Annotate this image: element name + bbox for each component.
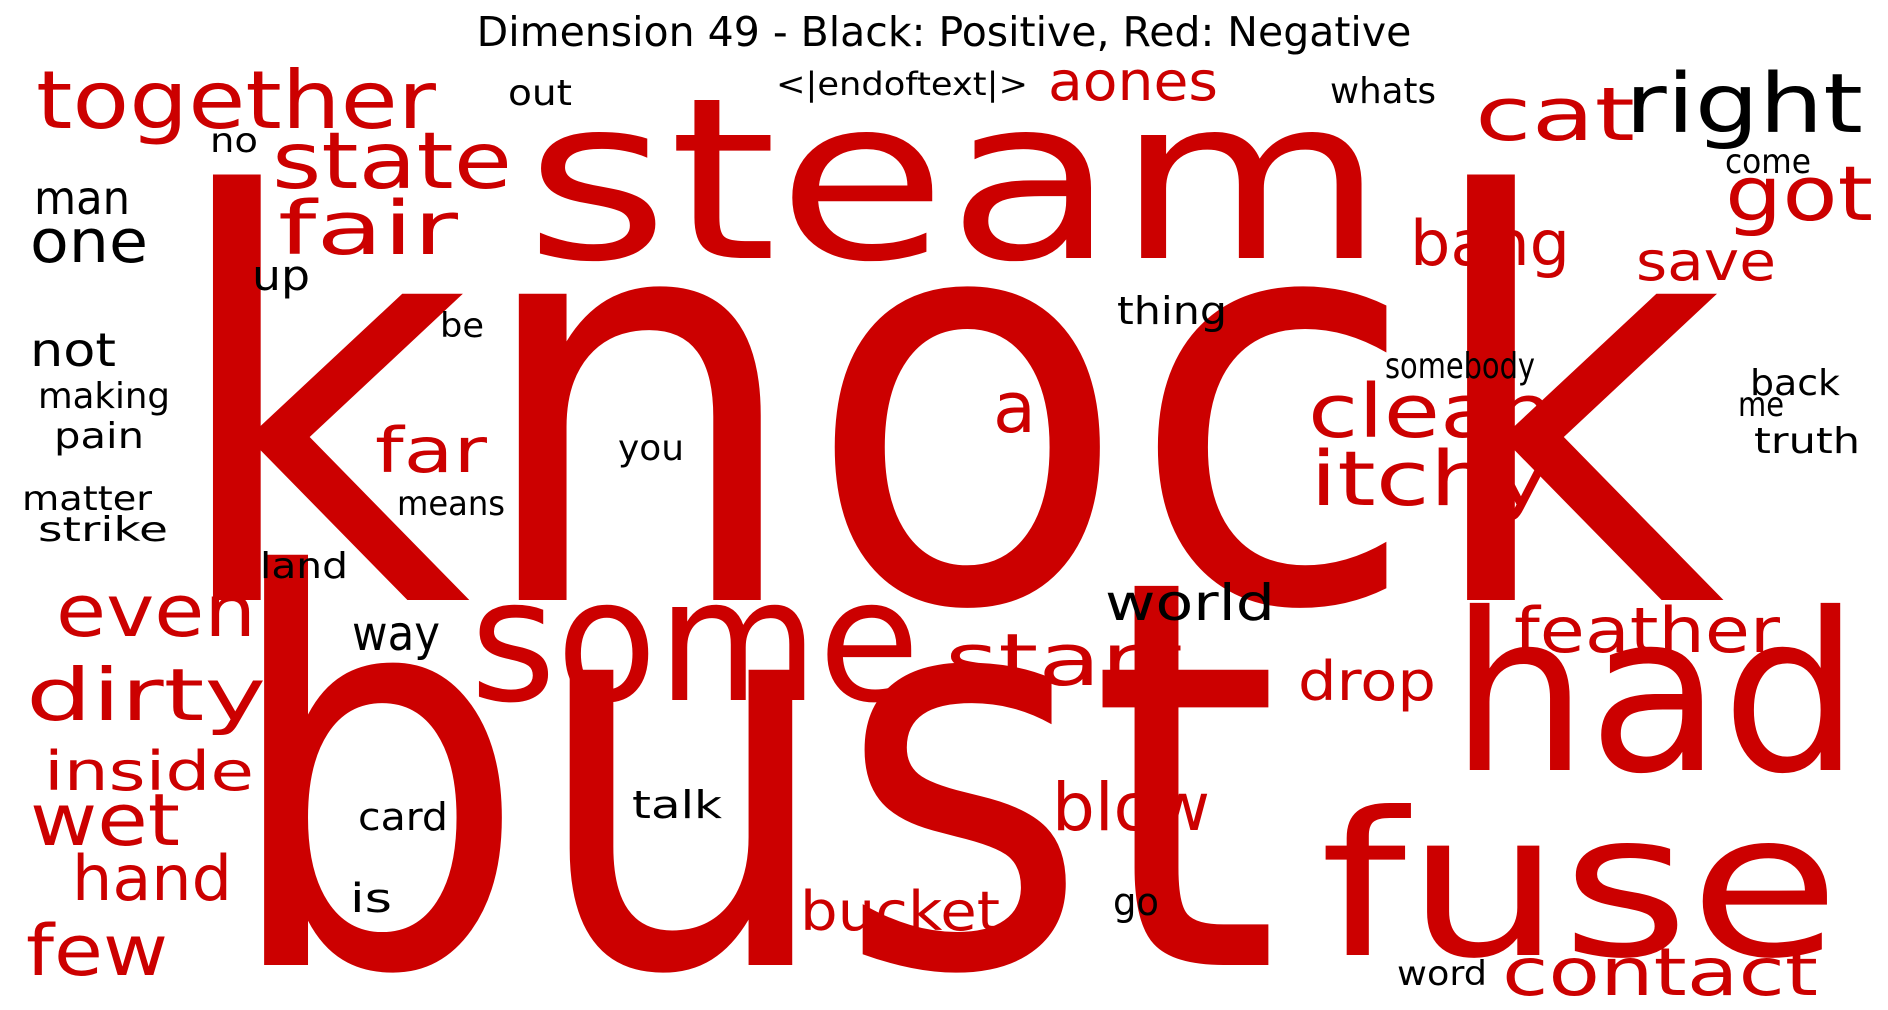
- word-making: making: [38, 376, 170, 417]
- word-one: one: [30, 207, 148, 277]
- word-knock: knock: [165, 81, 1725, 733]
- word-save: save: [1636, 230, 1776, 293]
- word-dirty: dirty: [26, 653, 266, 737]
- word-talk: talk: [632, 783, 722, 827]
- word-bust: bust: [220, 465, 1280, 1010]
- word-land: land: [260, 546, 348, 587]
- word-state: state: [272, 117, 512, 207]
- word-thing: thing: [1117, 289, 1227, 333]
- word-bang: bang: [1410, 207, 1570, 280]
- word-itchy: itchy: [1310, 434, 1550, 523]
- word-fair: fair: [278, 186, 459, 272]
- word-feather: feather: [1514, 594, 1781, 667]
- word-clean: clean: [1308, 369, 1554, 455]
- word-got: got: [1725, 149, 1873, 238]
- word-aones: aones: [1048, 50, 1218, 113]
- word-somebody: somebody: [1385, 346, 1535, 387]
- word-means: means: [397, 484, 505, 524]
- word-endoftext: <|endoftext|>: [776, 65, 1028, 103]
- word-whats: whats: [1330, 71, 1436, 112]
- word-matter: matter: [22, 479, 152, 519]
- word-word: word: [1397, 954, 1487, 994]
- word-start: start: [945, 618, 1183, 702]
- word-go: go: [1113, 880, 1159, 924]
- word-out: out: [508, 73, 572, 114]
- word-me: me: [1738, 385, 1784, 425]
- word-is: is: [350, 876, 392, 922]
- word-world: world: [1105, 574, 1275, 632]
- word-up: up: [252, 251, 310, 300]
- word-hand: hand: [72, 842, 232, 915]
- word-pain: pain: [54, 416, 144, 457]
- word-card: card: [358, 795, 448, 839]
- word-you: you: [618, 428, 684, 469]
- word-back: back: [1750, 363, 1840, 404]
- word-had: had: [1450, 566, 1860, 822]
- word-cat: cat: [1475, 72, 1635, 158]
- word-right: right: [1625, 57, 1863, 152]
- word-no: no: [210, 121, 258, 161]
- word-drop: drop: [1298, 650, 1436, 713]
- word-together: together: [36, 54, 436, 147]
- word-be: be: [440, 306, 484, 346]
- word-even: even: [56, 569, 256, 653]
- word-far: far: [375, 414, 488, 487]
- word-man: man: [34, 171, 130, 225]
- word-not: not: [30, 323, 116, 377]
- word-some: some: [470, 543, 920, 741]
- word-come: come: [1725, 142, 1811, 182]
- word-inside: inside: [44, 740, 254, 803]
- word-blow: blow: [1052, 769, 1210, 846]
- word-contact: contact: [1502, 934, 1818, 1010]
- word-strike: strike: [38, 510, 168, 550]
- word-a: a: [993, 367, 1036, 449]
- word-bucket: bucket: [800, 880, 1000, 943]
- word-wet: wet: [30, 778, 180, 862]
- word-truth: truth: [1754, 421, 1860, 462]
- word-way: way: [352, 606, 440, 662]
- word-few: few: [26, 910, 168, 992]
- word-fuse: fuse: [1320, 770, 1840, 1003]
- word-steam: steam: [525, 50, 1385, 312]
- chart-title: Dimension 49 - Black: Positive, Red: Neg…: [476, 8, 1412, 56]
